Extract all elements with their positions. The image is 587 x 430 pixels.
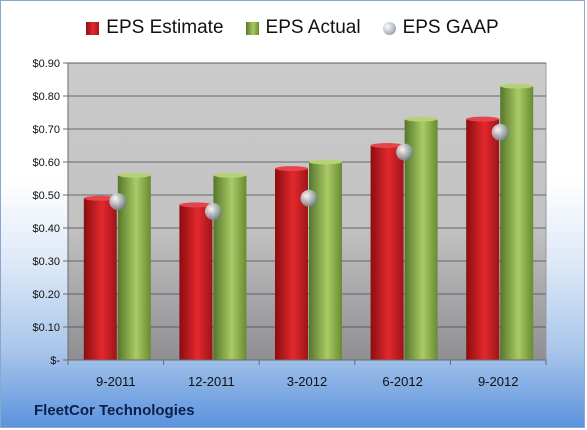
bar-eps-estimate xyxy=(466,119,500,360)
gaap-markers xyxy=(109,123,509,220)
x-axis: 9-2011 12-2011 3-2012 6-2012 9-2012 xyxy=(67,359,547,389)
marker-eps-gaap xyxy=(491,123,509,141)
bar-top-eps-actual xyxy=(117,172,151,178)
bar-eps-estimate xyxy=(370,145,404,360)
legend-item-estimate: EPS Estimate xyxy=(86,17,224,39)
y-tick-label: $0.60 xyxy=(32,157,60,169)
bar-top-eps-actual xyxy=(213,172,247,178)
marker-eps-gaap xyxy=(204,203,222,220)
legend-label-estimate: EPS Estimate xyxy=(106,17,224,38)
legend-label-gaap: EPS GAAP xyxy=(402,17,499,38)
x-tick-label: 12-2011 xyxy=(188,374,235,389)
y-tick-label: $0.50 xyxy=(32,190,60,202)
y-tick-label: $0.90 xyxy=(32,58,60,70)
bar-top-eps-estimate xyxy=(370,143,404,148)
y-axis: $- $0.10 $0.20 $0.30 $0.40 $0.50 $0.60 $0.70 $0.… xyxy=(32,58,69,367)
bar-top-eps-estimate xyxy=(179,202,213,208)
legend-item-gaap: EPS GAAP xyxy=(382,17,499,39)
bars xyxy=(83,83,534,360)
x-tick-label: 9-2012 xyxy=(478,374,518,389)
bar-top-eps-actual xyxy=(404,116,438,122)
bar-eps-actual xyxy=(213,175,247,360)
y-tick-label: $- xyxy=(50,355,60,367)
legend-swatch-actual xyxy=(245,21,259,35)
marker-eps-gaap xyxy=(109,193,127,211)
y-tick-label: $0.20 xyxy=(32,289,60,301)
x-tick-label: 6-2012 xyxy=(382,374,422,389)
legend-label-actual: EPS Actual xyxy=(265,17,361,38)
y-tick-label: $0.10 xyxy=(32,322,60,334)
y-tick-label: $0.70 xyxy=(32,124,60,136)
bar-eps-estimate xyxy=(179,204,213,360)
bar-eps-actual xyxy=(404,119,438,360)
bar-top-eps-actual xyxy=(500,83,534,89)
legend: EPS Estimate EPS Actual EPS GAAP xyxy=(1,17,584,39)
x-tick-label: 9-2011 xyxy=(96,374,136,389)
legend-swatch-gaap xyxy=(382,21,396,35)
y-tick-label: $0.80 xyxy=(32,91,60,103)
bar-top-eps-estimate xyxy=(83,195,117,201)
marker-eps-gaap xyxy=(300,189,318,207)
y-tick-label: $0.40 xyxy=(32,223,60,235)
marker-eps-gaap xyxy=(396,143,414,161)
bar-top-eps-estimate xyxy=(466,116,500,122)
y-tick-label: $0.30 xyxy=(32,256,60,268)
company-name: FleetCor Technologies xyxy=(34,402,195,419)
legend-item-actual: EPS Actual xyxy=(245,17,361,39)
bar-eps-estimate xyxy=(83,198,117,360)
x-tick-label: 3-2012 xyxy=(287,374,327,389)
legend-swatch-estimate xyxy=(86,21,100,35)
bar-top-eps-estimate xyxy=(275,166,308,172)
bar-top-eps-actual xyxy=(309,159,342,165)
